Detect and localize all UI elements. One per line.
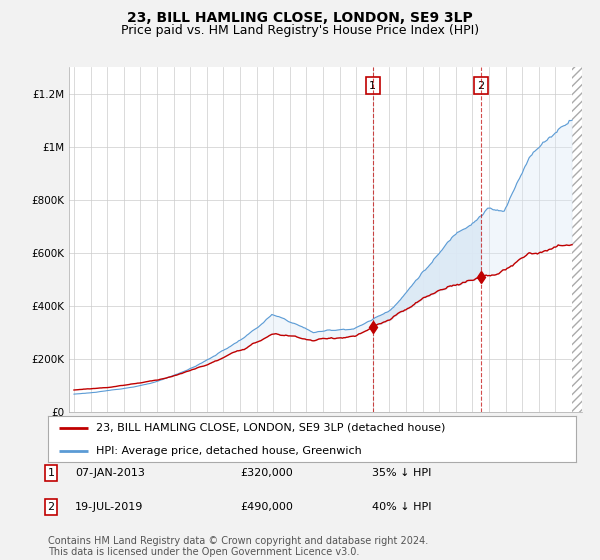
Text: 40% ↓ HPI: 40% ↓ HPI [372,502,431,512]
Text: HPI: Average price, detached house, Greenwich: HPI: Average price, detached house, Gree… [95,446,361,455]
Text: £320,000: £320,000 [240,468,293,478]
Text: 2: 2 [47,502,55,512]
Text: 07-JAN-2013: 07-JAN-2013 [75,468,145,478]
Text: 1: 1 [370,81,376,91]
Text: 23, BILL HAMLING CLOSE, LONDON, SE9 3LP: 23, BILL HAMLING CLOSE, LONDON, SE9 3LP [127,11,473,25]
Text: 35% ↓ HPI: 35% ↓ HPI [372,468,431,478]
Bar [572,67,582,412]
Text: Contains HM Land Registry data © Crown copyright and database right 2024.
This d: Contains HM Land Registry data © Crown c… [48,535,428,557]
Text: Price paid vs. HM Land Registry's House Price Index (HPI): Price paid vs. HM Land Registry's House … [121,24,479,36]
Text: 23, BILL HAMLING CLOSE, LONDON, SE9 3LP (detached house): 23, BILL HAMLING CLOSE, LONDON, SE9 3LP … [95,423,445,432]
Text: 19-JUL-2019: 19-JUL-2019 [75,502,143,512]
Text: 1: 1 [47,468,55,478]
Text: £490,000: £490,000 [240,502,293,512]
Text: 2: 2 [477,81,484,91]
Bar [572,67,582,412]
